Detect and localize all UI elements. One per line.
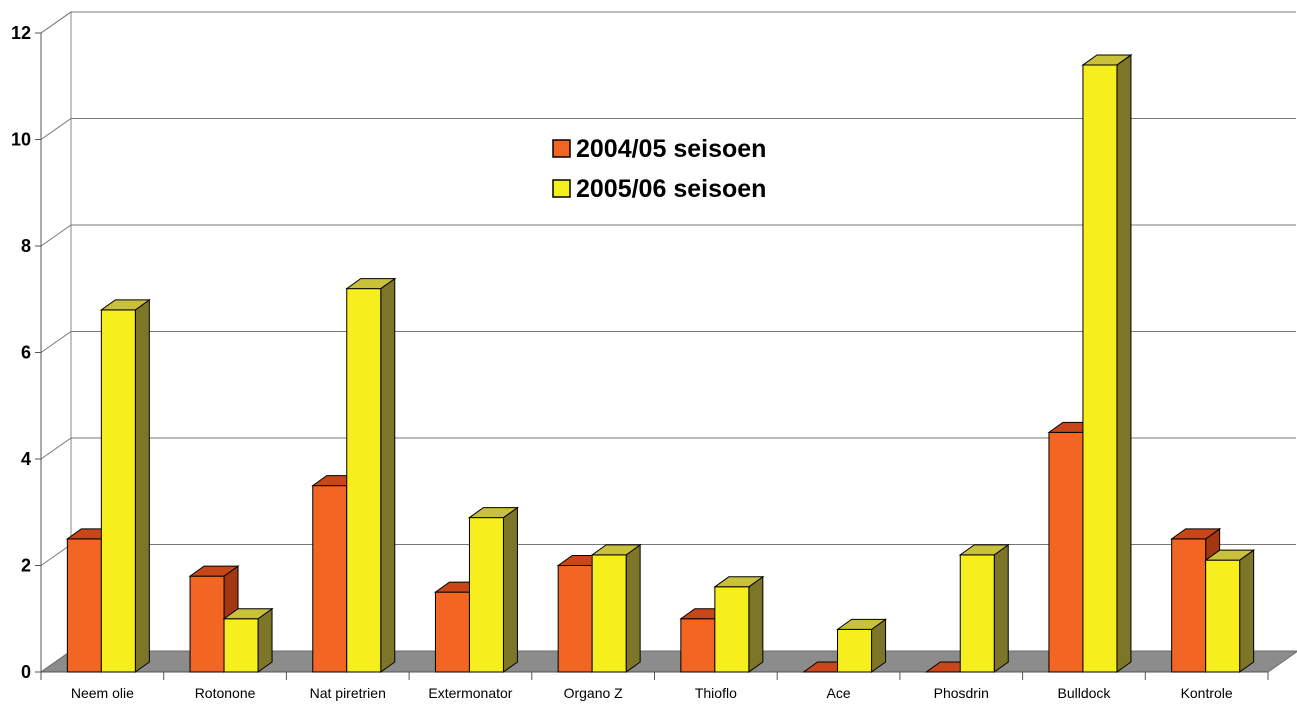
bar-front	[680, 618, 716, 673]
x-tick-label: Extermonator	[428, 685, 512, 701]
bar	[590, 543, 642, 673]
bar-top	[835, 618, 888, 630]
y-tick-label: 6	[21, 343, 31, 363]
y-tick-label: 10	[11, 130, 31, 150]
bar-front	[100, 309, 136, 673]
y-tick-label: 8	[21, 236, 31, 256]
bar	[1081, 53, 1133, 673]
x-tick-label: Organo Z	[564, 685, 624, 701]
bar	[713, 575, 765, 673]
bar-top	[1204, 549, 1256, 561]
legend-swatch	[552, 139, 571, 158]
gridline-side	[40, 118, 72, 140]
bar-top	[590, 544, 642, 556]
bar-side	[380, 277, 396, 673]
gridline-side	[40, 11, 72, 34]
bar-top	[1170, 528, 1222, 540]
bar-side	[502, 506, 518, 673]
bar-top	[222, 608, 274, 620]
bar	[1204, 549, 1256, 673]
bar-front	[837, 628, 873, 673]
bar-front	[312, 485, 348, 673]
y-tick-label: 12	[11, 23, 31, 43]
bar-front	[66, 538, 102, 673]
bar	[99, 298, 151, 673]
bar	[222, 607, 274, 673]
x-tick-label: Kontrole	[1181, 685, 1233, 701]
bar-front	[1205, 559, 1241, 673]
bars	[65, 53, 1256, 673]
legend-label: 2005/06 seisoen	[576, 175, 766, 203]
y-axis-ticks: 0 2 4 6 8 10 12	[11, 23, 42, 682]
bar-top	[467, 507, 520, 519]
bar-front	[557, 565, 593, 673]
bar-side	[993, 543, 1009, 673]
bar-front	[189, 575, 225, 673]
bar-top	[99, 299, 151, 311]
legend: 2004/05 seisoen 2005/06 seisoen	[552, 135, 766, 203]
bar-side	[1116, 53, 1132, 673]
bar	[958, 543, 1010, 673]
bar-side	[257, 607, 273, 673]
gridline-side	[40, 331, 72, 353]
bar-front	[434, 591, 470, 673]
bar-front	[223, 618, 259, 673]
bar-side	[625, 543, 641, 673]
gridline-side	[40, 544, 72, 566]
bar-front	[959, 554, 995, 673]
y-tick-label: 4	[21, 449, 31, 469]
gridline-side	[40, 224, 72, 247]
legend-label: 2004/05 seisoen	[576, 135, 766, 163]
bar-front	[714, 586, 750, 673]
bar-side	[134, 298, 150, 673]
bar-front	[1082, 64, 1118, 673]
bar-top	[345, 278, 397, 290]
bar-front	[1171, 538, 1207, 673]
bar-side	[1239, 549, 1255, 673]
bar-top	[958, 544, 1010, 556]
y-tick-label: 2	[21, 556, 31, 576]
x-tick-label: Nat piretrien	[310, 685, 386, 701]
legend-swatch	[552, 179, 571, 198]
x-tick-label: Bulldock	[1057, 685, 1111, 701]
bar-top	[1081, 54, 1133, 66]
x-axis: Neem olie Rotonone Nat piretrien Extermonat…	[40, 671, 1269, 701]
bar	[835, 618, 888, 673]
bar-front	[1048, 431, 1084, 673]
bar	[467, 506, 520, 673]
x-tick-label: Neem olie	[71, 685, 134, 701]
bar-front	[346, 288, 382, 673]
y-tick-label: 0	[21, 662, 31, 682]
gridline-side	[40, 437, 72, 460]
bar-front	[591, 554, 627, 673]
bar-top	[713, 576, 765, 588]
bar-front	[468, 517, 504, 673]
x-tick-label: Ace	[826, 685, 850, 701]
bar	[345, 277, 397, 673]
bar-side	[748, 575, 764, 673]
x-tick-label: Rotonone	[195, 685, 256, 701]
x-tick-label: Thioflo	[695, 685, 737, 701]
bar-top	[188, 565, 240, 577]
x-tick-label: Phosdrin	[934, 685, 989, 701]
